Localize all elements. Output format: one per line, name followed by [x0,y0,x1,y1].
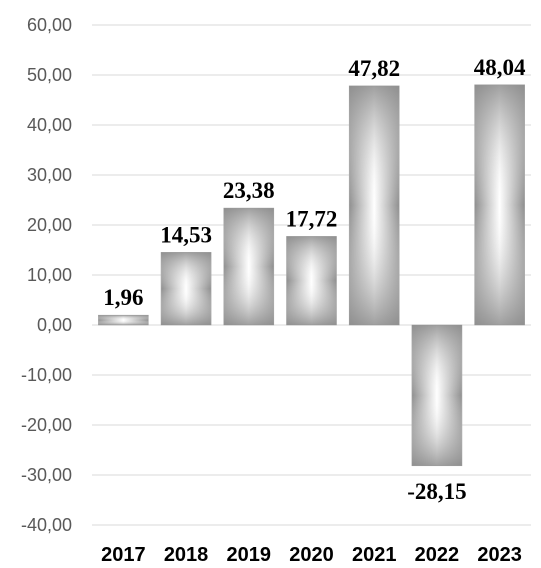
bar-shading [98,315,149,325]
data-label: 17,72 [286,206,338,231]
bar [411,324,463,467]
y-tick-label: 60,00 [27,15,72,35]
y-axis-ticks: 60,00 50,00 40,00 30,00 20,00 10,00 0,00 -10,00… [21,15,72,535]
bar-shading [223,208,274,325]
x-tick-label: 2020 [289,544,334,566]
bar [160,252,212,326]
bar-shading [161,252,212,325]
bars [98,84,525,467]
data-label: -28,15 [407,479,466,504]
data-label: 23,38 [223,178,275,203]
bar [348,85,400,326]
data-label: 1,96 [103,285,143,310]
x-axis-ticks: 2017 2018 2019 2020 2021 2022 2023 [101,544,522,566]
x-tick-label: 2017 [101,544,146,566]
data-label: 47,82 [348,56,400,81]
data-label: 48,04 [474,55,526,80]
y-tick-label: -30,00 [21,465,72,485]
x-tick-label: 2021 [352,544,397,566]
data-label: 14,53 [160,222,212,247]
y-tick-label: 50,00 [27,65,72,85]
bar [98,314,149,326]
y-tick-label: 0,00 [37,315,72,335]
bar-shading [411,325,462,466]
bar [286,236,337,326]
data-labels: 1,96 14,53 23,38 17,72 47,82 -28,15 48,04 [103,55,526,504]
bar-shading [349,85,400,326]
y-tick-label: 20,00 [27,215,72,235]
x-tick-label: 2019 [227,544,272,566]
bar-shading [286,236,337,325]
bar [474,84,525,326]
y-tick-label: -10,00 [21,365,72,385]
x-tick-label: 2022 [415,544,460,566]
x-tick-label: 2018 [164,544,209,566]
bar-shading [474,84,525,325]
y-tick-label: -40,00 [21,515,72,535]
bar [223,207,275,326]
y-tick-label: 10,00 [27,265,72,285]
y-tick-label: 40,00 [27,115,72,135]
x-tick-label: 2023 [477,544,522,566]
y-tick-label: -20,00 [21,415,72,435]
y-tick-label: 30,00 [27,165,72,185]
